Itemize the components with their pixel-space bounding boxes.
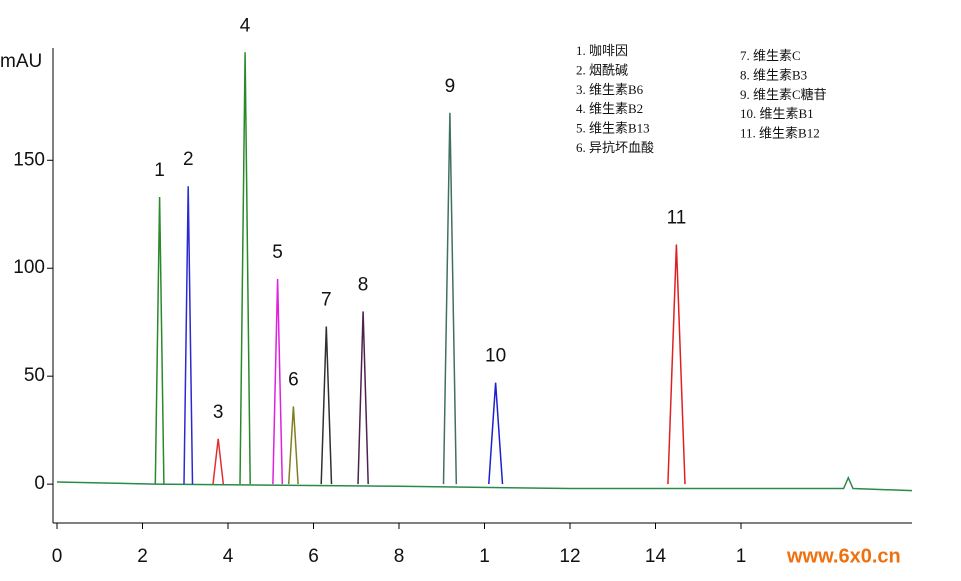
peak-trace [272, 278, 284, 485]
peak-trace [357, 311, 369, 485]
x-tick-label: 4 [223, 546, 234, 567]
legend-entry: 6. 异抗坏血酸 [576, 140, 654, 155]
legend-entry: 2. 烟酰碱 [576, 62, 628, 77]
peak-trace [154, 196, 165, 485]
baseline-trace [56, 475, 913, 492]
peak-trace [287, 406, 299, 485]
x-tick-label: 12 [559, 546, 580, 567]
x-tick-label: 1 [479, 546, 490, 567]
watermark: www.6x0.cn [786, 545, 901, 567]
legend-entry: 7. 维生素C [740, 48, 801, 63]
peak-label: 6 [288, 369, 299, 390]
legend-entry: 1. 咖啡因 [576, 43, 628, 58]
legend-entry: 8. 维生素B3 [740, 67, 807, 82]
peak-trace [488, 382, 504, 485]
peak-trace [183, 186, 194, 485]
x-tick-label: 2 [137, 546, 148, 567]
peak-label: 2 [183, 149, 194, 170]
legend-entry: 9. 维生素C糖苷 [740, 87, 827, 102]
x-tick-label: 6 [308, 546, 319, 567]
peak-trace [320, 326, 333, 485]
peak-label: 5 [272, 242, 283, 263]
peak-label: 4 [240, 15, 251, 36]
y-axis-label: mAU [0, 51, 42, 72]
y-tick-label: 100 [13, 257, 45, 278]
peak-label: 3 [213, 402, 224, 423]
peak-label: 7 [321, 290, 332, 311]
peak-label: 9 [445, 76, 456, 97]
x-tick-label: 8 [394, 546, 405, 567]
legend-entry: 11. 维生素B12 [740, 126, 820, 141]
y-tick-label: 150 [13, 149, 45, 170]
peak-label: 10 [485, 346, 506, 367]
legend-entry: 10. 维生素B1 [740, 106, 814, 121]
x-tick-label: 0 [52, 546, 63, 567]
x-tick-label: 14 [645, 546, 667, 567]
peak-label: 8 [358, 274, 369, 295]
peak-label: 11 [667, 207, 687, 228]
legend-entry: 5. 维生素B13 [576, 121, 650, 136]
legend-entry: 4. 维生素B2 [576, 101, 643, 116]
peak-trace [442, 112, 458, 485]
peak-trace [239, 52, 251, 485]
y-tick-label: 0 [34, 473, 45, 494]
x-tick-label: 1 [736, 546, 747, 567]
peak-label: 1 [154, 160, 165, 181]
peak-trace [667, 244, 686, 485]
legend-entry: 3. 维生素B6 [576, 82, 644, 97]
peak-trace [212, 438, 225, 485]
y-tick-label: 50 [24, 365, 45, 386]
